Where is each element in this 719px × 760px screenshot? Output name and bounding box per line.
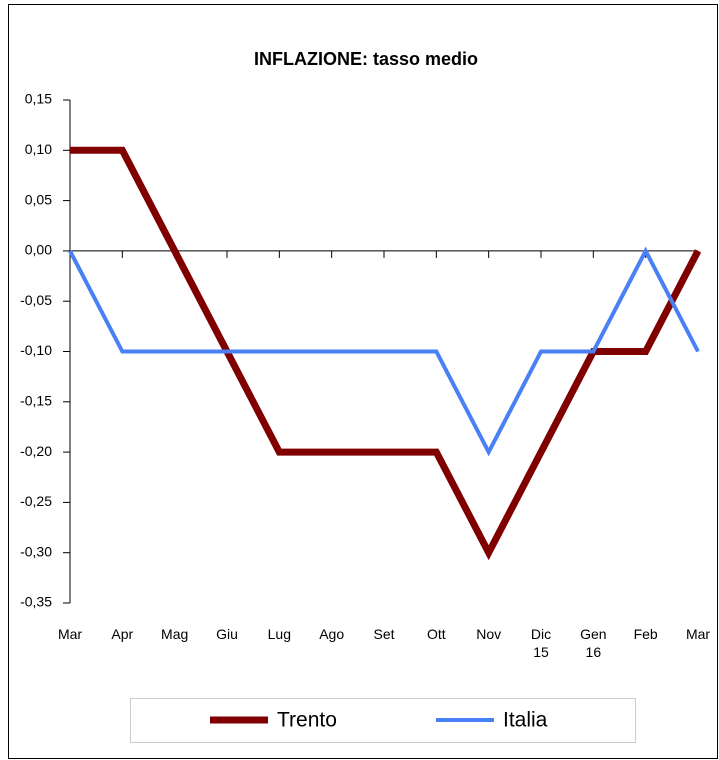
x-tick-label: Giu xyxy=(216,626,238,642)
chart-border xyxy=(8,4,718,759)
x-tick-label: Dic 15 xyxy=(531,626,551,660)
y-tick-label: -0,10 xyxy=(20,342,52,358)
y-tick-label: 0,15 xyxy=(25,91,52,107)
x-tick-label: Mar xyxy=(686,626,710,642)
legend-label: Trento xyxy=(277,709,337,732)
x-tick-label: Apr xyxy=(111,626,133,642)
legend-label: Italia xyxy=(503,709,548,732)
x-tick-label: Mag xyxy=(161,626,188,642)
y-tick-label: -0,25 xyxy=(20,493,52,509)
y-tick-label: -0,15 xyxy=(20,393,52,409)
y-tick-label: -0,35 xyxy=(20,594,52,610)
x-tick-label: Ott xyxy=(427,626,446,642)
y-tick-label: 0,10 xyxy=(25,141,52,157)
x-tick-label: Feb xyxy=(634,626,658,642)
y-tick-label: 0,00 xyxy=(25,242,52,258)
series-line xyxy=(68,246,700,457)
legend-box xyxy=(130,698,636,743)
chart-title: INFLAZIONE: tasso medio xyxy=(254,49,478,69)
y-tick-label: -0,05 xyxy=(20,292,52,308)
x-tick-label: Ago xyxy=(319,626,344,642)
x-tick-label: Nov xyxy=(476,626,501,642)
y-tick-label: -0,30 xyxy=(20,543,52,559)
y-tick-label: 0,05 xyxy=(25,191,52,207)
x-tick-label: Gen 16 xyxy=(580,626,606,660)
x-tick-label: Mar xyxy=(58,626,82,642)
x-tick-label: Lug xyxy=(268,626,291,642)
x-tick-label: Set xyxy=(373,626,394,642)
y-tick-label: -0,20 xyxy=(20,443,52,459)
